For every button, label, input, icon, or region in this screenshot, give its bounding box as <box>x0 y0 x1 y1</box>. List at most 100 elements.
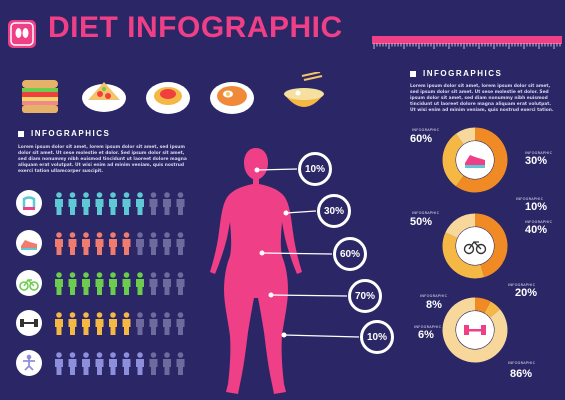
body-callout-2: 30% <box>317 194 351 228</box>
dumbbell-icon <box>16 310 42 336</box>
sneaker-icon <box>16 230 42 256</box>
person-icon <box>149 272 158 295</box>
ring-3-caption-1: INFOGRAPHIC <box>420 294 448 298</box>
right-section-body: Lorem ipsum dolor sit amet, lorem ipsum … <box>410 84 554 113</box>
person-icon <box>176 352 185 375</box>
ring-2-label-1: 50% <box>410 216 433 228</box>
yoga-icon <box>16 350 42 376</box>
dumbbell-icon <box>464 325 486 335</box>
person-icon <box>55 272 63 295</box>
sandwich-icon <box>22 80 58 113</box>
person-icon <box>82 272 90 295</box>
person-icon <box>82 312 90 335</box>
person-icon <box>82 192 90 215</box>
person-icon <box>68 272 77 295</box>
page-title: DIET INFOGRAPHIC <box>48 11 343 44</box>
person-icon <box>136 312 144 335</box>
ring-2-label-3: 20% <box>515 287 538 299</box>
person-icon <box>163 272 171 295</box>
ring-1-label-2: 30% <box>525 155 548 167</box>
person-icon <box>82 352 90 375</box>
ring-2-caption-3: INFOGRAPHIC <box>508 283 536 287</box>
person-icon <box>163 232 171 255</box>
food-row <box>22 72 324 114</box>
person-icon <box>149 352 158 375</box>
person-icon <box>109 192 117 215</box>
person-icon <box>176 192 185 215</box>
ring-segment <box>474 213 508 278</box>
fried-rice-icon <box>210 82 254 114</box>
body-callout-3: 60% <box>333 237 367 271</box>
person-icon <box>122 352 131 375</box>
person-icon <box>176 272 185 295</box>
ring-3-label-3: 86% <box>510 368 533 380</box>
ring-1-caption-2: INFOGRAPHIC <box>525 151 553 155</box>
right-section-heading: INFOGRAPHICS <box>423 69 503 78</box>
person-icon <box>55 312 63 335</box>
person-icon <box>95 312 104 335</box>
person-icon <box>122 272 131 295</box>
ring-center <box>456 227 494 265</box>
person-icon <box>109 352 117 375</box>
person-icon <box>82 232 90 255</box>
ring-segment <box>455 127 508 193</box>
person-icon <box>95 352 104 375</box>
person-icon <box>163 312 171 335</box>
person-icon <box>68 352 77 375</box>
person-icon <box>55 192 63 215</box>
ring-3-label-2: 6% <box>418 329 434 341</box>
person-icon <box>136 272 144 295</box>
ring-segment <box>442 297 508 363</box>
person-icon <box>55 352 63 375</box>
ring-1-label-1: 60% <box>410 133 433 145</box>
person-icon <box>68 312 77 335</box>
person-icon <box>95 232 104 255</box>
body-callout-5: 10% <box>360 320 394 354</box>
ring-segment <box>455 127 476 145</box>
ring-segment <box>484 301 501 318</box>
ring-2-caption-2: INFOGRAPHIC <box>525 220 553 224</box>
spaghetti-icon <box>146 82 190 114</box>
person-icon <box>136 192 144 215</box>
left-section-body: Lorem ipsum dolor sit amet, lorem ipsum … <box>18 145 187 174</box>
person-icon <box>109 272 117 295</box>
person-icon <box>122 192 131 215</box>
person-icon <box>176 312 185 335</box>
ring-2-caption-1: INFOGRAPHIC <box>412 211 440 215</box>
noodle-soup-icon <box>284 72 324 107</box>
ring-3-caption-2: INFOGRAPHIC <box>414 325 442 329</box>
left-section-heading: INFOGRAPHICS <box>31 129 111 138</box>
pizza-icon <box>82 82 126 112</box>
person-icon <box>68 232 77 255</box>
person-icon <box>176 232 185 255</box>
right-section-icon <box>410 71 416 77</box>
ring-1-label-3: 10% <box>525 201 548 213</box>
person-icon <box>122 312 131 335</box>
person-icon <box>109 232 117 255</box>
person-icon <box>95 192 104 215</box>
body-silhouette-icon <box>210 148 302 394</box>
person-icon <box>163 352 171 375</box>
scale-icon <box>16 190 42 216</box>
ring-2-label-2: 40% <box>525 224 548 236</box>
measuring-tape <box>372 36 562 49</box>
person-icon <box>55 232 63 255</box>
left-section-icon <box>18 131 24 137</box>
sneaker-icon <box>465 155 485 168</box>
ring-segment <box>474 297 491 314</box>
ring-1-caption-3: INFOGRAPHIC <box>516 197 544 201</box>
ring-3-caption-3: INFOGRAPHIC <box>508 361 536 365</box>
ring-3-label-1: 8% <box>426 299 442 311</box>
person-icon <box>163 192 171 215</box>
ring-segment <box>442 232 485 279</box>
person-icon <box>149 232 158 255</box>
scale-logo-icon <box>8 20 36 48</box>
people-rows <box>16 190 196 390</box>
person-icon <box>149 192 158 215</box>
ring-1-caption-1: INFOGRAPHIC <box>412 128 440 132</box>
